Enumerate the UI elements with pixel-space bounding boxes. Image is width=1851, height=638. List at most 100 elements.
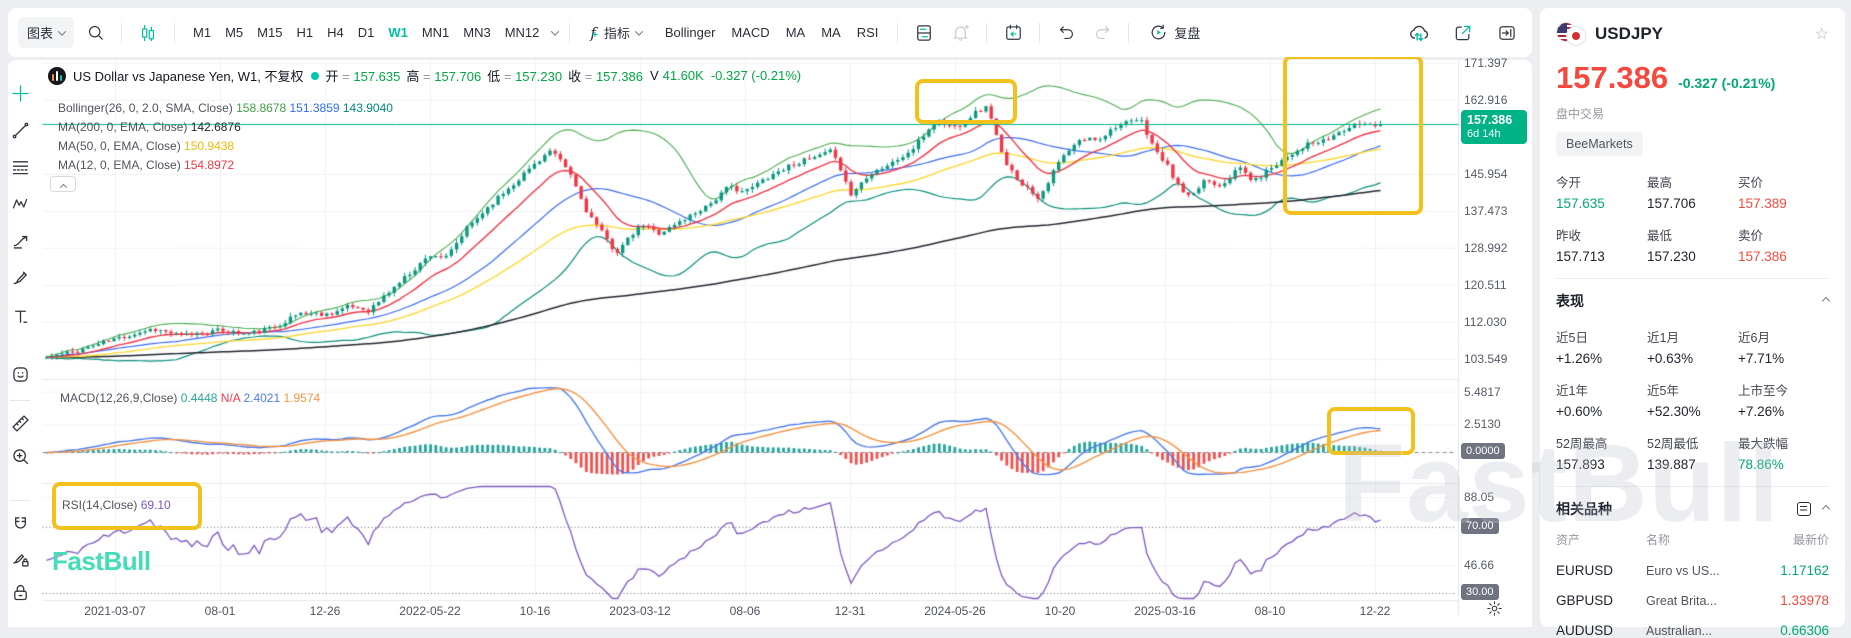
- panel-layout-button[interactable]: [909, 18, 939, 48]
- quote-stat: 最低 157.230: [1647, 225, 1738, 264]
- x-axis-label: 2023-03-12: [609, 604, 671, 618]
- quote-stat: 今开 157.635: [1556, 172, 1647, 211]
- performance-stat-value: +52.30%: [1647, 404, 1701, 419]
- brush-lock-tool[interactable]: [8, 546, 32, 570]
- macd-legend[interactable]: MACD(12,26,9,Close) 0.4448 N/A 2.4021 1.…: [60, 391, 320, 405]
- ohlc-item: 高 = 157.706: [406, 69, 482, 84]
- price-row: 157.386 -0.327 (-0.21%): [1556, 60, 1829, 96]
- quote-stat: 最高 157.706: [1647, 172, 1738, 211]
- related-row-GBPUSD[interactable]: GBPUSD Great Brita... 1.33978: [1556, 593, 1829, 608]
- timeframe-D1[interactable]: D1: [357, 25, 375, 40]
- calendar-icon: [1006, 24, 1021, 40]
- price-axis-tick: 145.954: [1464, 166, 1508, 181]
- ma50-name: MA(50, 0, EMA, Close): [58, 139, 181, 153]
- instrument-logo: [48, 66, 66, 85]
- indicator-shortcut-rsi[interactable]: RSI: [856, 25, 879, 40]
- related-asset: GBPUSD: [1556, 593, 1614, 608]
- indicator-shortcut-bollinger[interactable]: Bollinger: [664, 25, 716, 40]
- cloud-sync-button[interactable]: [1404, 18, 1434, 48]
- related-section-header[interactable]: 相关品种: [1556, 499, 1831, 519]
- ma12-legend[interactable]: MA(12, 0, EMA, Close) 154.8972: [58, 158, 234, 172]
- measure-tool[interactable]: [8, 411, 32, 435]
- brush-tool[interactable]: [8, 265, 32, 289]
- market-status-dot: [310, 71, 319, 80]
- timeframe-H4[interactable]: H4: [327, 25, 344, 40]
- lock-tool[interactable]: [8, 580, 32, 604]
- performance-section-header[interactable]: 表现: [1556, 291, 1831, 311]
- crosshair-tool[interactable]: [8, 81, 32, 105]
- quote-stat-label: 今开: [1556, 176, 1582, 190]
- timeframe-MN3[interactable]: MN3: [463, 25, 491, 40]
- legend-collapse-button[interactable]: [50, 176, 76, 192]
- indicator-shortcut-macd[interactable]: MACD: [731, 25, 770, 40]
- rsi-name: RSI(14,Close): [62, 498, 138, 512]
- timeframes-chevron-icon[interactable]: [551, 26, 560, 36]
- chart-menu-button[interactable]: 图表: [18, 17, 75, 48]
- indicators-menu-button[interactable]: f+ 指标: [581, 17, 650, 48]
- timeframe-MN1[interactable]: MN1: [421, 25, 450, 40]
- undo-button[interactable]: [1051, 18, 1081, 48]
- timeframe-M1[interactable]: M1: [193, 25, 212, 40]
- macd-name: MACD(12,26,9,Close): [60, 391, 178, 405]
- text-tool[interactable]: [8, 304, 32, 328]
- search-button[interactable]: [80, 18, 110, 48]
- axis-settings-gear-icon[interactable]: [1486, 600, 1503, 617]
- economic-calendar-button[interactable]: [998, 18, 1028, 48]
- performance-stat-value: +7.26%: [1738, 404, 1785, 419]
- macd-value: 0.4448: [180, 391, 218, 405]
- symbol-title[interactable]: US Dollar vs Japanese Yen, W1, 不复权: [73, 69, 304, 84]
- rsi-level-badge: 30.00: [1461, 583, 1499, 600]
- annotation-box-3[interactable]: [1327, 407, 1415, 455]
- chart-menu-label: 图表: [27, 26, 54, 41]
- pattern-tool[interactable]: [8, 191, 32, 215]
- performance-stat: 上市至今 +7.26%: [1738, 380, 1829, 419]
- performance-stat-value: +0.60%: [1556, 404, 1603, 419]
- timeframe-M15[interactable]: M15: [257, 25, 283, 40]
- alert-button[interactable]: [945, 18, 975, 48]
- indicator-shortcut-ma[interactable]: MA: [785, 25, 806, 40]
- timeframe-H1[interactable]: H1: [296, 25, 314, 40]
- timeframe-MN12[interactable]: MN12: [504, 25, 540, 40]
- timeframe-M5[interactable]: M5: [225, 25, 244, 40]
- redo-button[interactable]: [1087, 18, 1117, 48]
- price-axis-tick: 103.549: [1464, 351, 1508, 366]
- share-icon: [1455, 25, 1471, 40]
- ma50-value: 150.9438: [184, 139, 235, 153]
- bollinger-legend[interactable]: Bollinger(26, 0, 2.0, SMA, Close) 158.86…: [58, 101, 393, 115]
- x-axis-label: 2022-05-22: [399, 604, 461, 618]
- projection-tool[interactable]: [8, 228, 32, 252]
- zoom-in-tool[interactable]: [8, 444, 32, 468]
- divider: [897, 22, 899, 43]
- collapse-panel-button[interactable]: [1492, 18, 1522, 48]
- favorite-star-icon[interactable]: ☆: [1814, 26, 1829, 43]
- annotation-box-1[interactable]: [915, 79, 1017, 124]
- quote-stat-label: 买价: [1738, 176, 1764, 190]
- rsi-legend[interactable]: RSI(14,Close) 69.10: [62, 498, 171, 512]
- sticker-tool[interactable]: [8, 362, 32, 386]
- trendline-tool[interactable]: [8, 118, 32, 142]
- ma200-legend[interactable]: MA(200, 0, EMA, Close) 142.6876: [58, 120, 241, 134]
- timeframe-W1[interactable]: W1: [388, 25, 408, 40]
- ma50-legend[interactable]: MA(50, 0, EMA, Close) 150.9438: [58, 139, 234, 153]
- related-row-EURUSD[interactable]: EURUSD Euro vs US... 1.17162: [1556, 563, 1829, 578]
- broker-badge[interactable]: BeeMarkets: [1556, 132, 1643, 156]
- share-button[interactable]: [1448, 18, 1478, 48]
- related-panel-icon[interactable]: [1797, 502, 1811, 516]
- performance-stat-label: 最大跌幅: [1738, 437, 1789, 451]
- replay-button[interactable]: 复盘: [1140, 17, 1209, 48]
- macd-axis-tick: 5.4817: [1464, 384, 1501, 399]
- annotation-box-2[interactable]: [1283, 55, 1423, 215]
- chart-type-button[interactable]: [133, 18, 163, 48]
- related-row-AUDUSD[interactable]: AUDUSD Australian... 0.66306: [1556, 623, 1829, 638]
- macd-value: N/A: [217, 391, 241, 405]
- fastbull-watermark-small: FastBull: [52, 546, 151, 576]
- bell-icon: [953, 24, 969, 41]
- annotation-box-4[interactable]: [52, 482, 202, 530]
- rsi-axis-tick: 46.66: [1464, 558, 1495, 573]
- magnet-tool[interactable]: [8, 512, 32, 536]
- change-value: -0.327 (-0.21%): [710, 68, 802, 83]
- quote-stat-label: 最低: [1647, 229, 1673, 243]
- indicator-shortcut-ma-2[interactable]: MA: [821, 25, 841, 40]
- fib-retracement-tool[interactable]: [8, 155, 32, 179]
- macd-values: 0.4448 N/A 2.4021 1.9574: [181, 391, 320, 405]
